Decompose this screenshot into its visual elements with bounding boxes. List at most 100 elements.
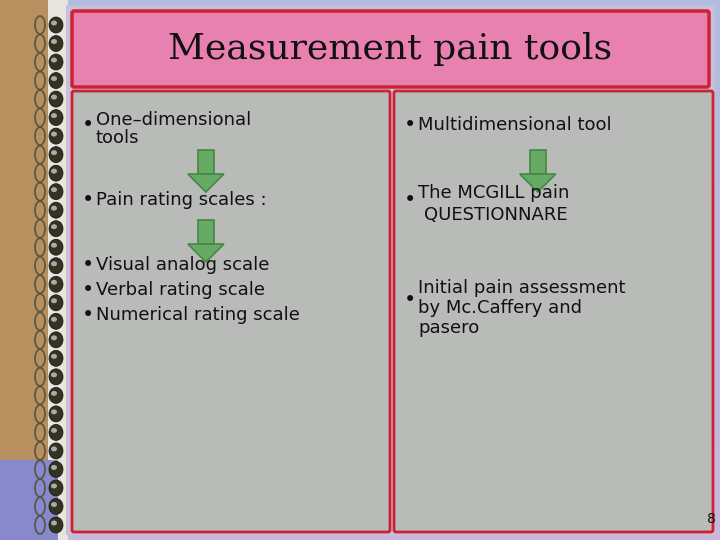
Ellipse shape [49, 424, 63, 441]
Ellipse shape [51, 280, 57, 285]
Polygon shape [188, 174, 224, 192]
Bar [0, 460, 58, 540]
Ellipse shape [51, 502, 57, 507]
Ellipse shape [49, 239, 63, 255]
Ellipse shape [51, 465, 57, 470]
Text: QUESTIONNARE: QUESTIONNARE [424, 206, 567, 224]
Bar [198, 220, 214, 244]
Bar [0, 287, 720, 306]
Bar [0, 413, 720, 432]
Text: •: • [82, 280, 94, 300]
Ellipse shape [49, 498, 63, 515]
Text: •: • [82, 115, 94, 135]
Polygon shape [188, 244, 224, 262]
Ellipse shape [49, 443, 63, 459]
Ellipse shape [49, 295, 63, 311]
Bar [198, 150, 214, 174]
Ellipse shape [51, 521, 57, 525]
Ellipse shape [51, 317, 57, 322]
Text: •: • [404, 190, 416, 210]
Bar [0, 377, 720, 396]
Ellipse shape [51, 428, 57, 433]
Ellipse shape [49, 350, 63, 366]
Ellipse shape [49, 165, 63, 181]
Ellipse shape [51, 261, 57, 266]
Ellipse shape [49, 147, 63, 163]
Text: Numerical rating scale: Numerical rating scale [96, 306, 300, 324]
Ellipse shape [49, 462, 63, 477]
Bar [0, 71, 720, 90]
Bar [0, 251, 720, 270]
Bar [0, 179, 720, 198]
Bar [0, 269, 720, 288]
Bar [0, 485, 720, 504]
Ellipse shape [51, 335, 57, 340]
Ellipse shape [51, 187, 57, 192]
Ellipse shape [49, 91, 63, 107]
Text: by Mc.Caffery and: by Mc.Caffery and [418, 299, 582, 317]
Ellipse shape [51, 94, 57, 99]
Bar [48, 0, 68, 540]
Bar [0, 341, 720, 360]
Ellipse shape [49, 258, 63, 274]
FancyBboxPatch shape [394, 91, 713, 532]
Bar [0, 0, 48, 540]
Bar [530, 150, 546, 174]
Ellipse shape [51, 409, 57, 414]
Ellipse shape [51, 242, 57, 248]
Ellipse shape [51, 58, 57, 63]
Ellipse shape [49, 184, 63, 200]
Ellipse shape [51, 298, 57, 303]
Ellipse shape [49, 332, 63, 348]
Ellipse shape [49, 128, 63, 144]
Bar [0, 467, 720, 486]
Ellipse shape [49, 406, 63, 422]
Bar [0, 197, 720, 216]
Bar [0, 449, 720, 468]
Ellipse shape [49, 17, 63, 33]
Text: tools: tools [96, 129, 140, 147]
Bar [0, 53, 720, 72]
Polygon shape [520, 174, 556, 192]
Bar [0, 359, 720, 378]
Bar [0, 323, 720, 342]
Ellipse shape [51, 150, 57, 155]
Bar [0, 503, 720, 522]
Ellipse shape [49, 110, 63, 126]
Text: Multidimensional tool: Multidimensional tool [418, 116, 611, 134]
Ellipse shape [51, 224, 57, 229]
Ellipse shape [51, 168, 57, 174]
Bar [0, 143, 720, 162]
Bar [0, 161, 720, 180]
Bar [0, 521, 720, 540]
Bar [0, 107, 720, 126]
Bar [0, 17, 720, 36]
Ellipse shape [49, 54, 63, 70]
Bar [0, 431, 720, 450]
Ellipse shape [51, 39, 57, 44]
Text: •: • [404, 115, 416, 135]
Ellipse shape [49, 276, 63, 292]
Ellipse shape [51, 483, 57, 489]
Ellipse shape [51, 447, 57, 451]
Text: •: • [82, 255, 94, 275]
Text: •: • [404, 290, 416, 310]
Ellipse shape [49, 221, 63, 237]
Bar [0, 395, 720, 414]
Ellipse shape [51, 113, 57, 118]
Ellipse shape [51, 132, 57, 137]
Ellipse shape [49, 517, 63, 533]
Ellipse shape [49, 202, 63, 218]
Bar [0, 89, 720, 108]
Text: The MCGILL pain: The MCGILL pain [418, 184, 570, 202]
Bar [0, 35, 720, 54]
Ellipse shape [49, 387, 63, 403]
Text: Measurement pain tools: Measurement pain tools [168, 32, 613, 66]
Text: •: • [82, 190, 94, 210]
Text: 8: 8 [707, 512, 716, 526]
Text: Initial pain assessment: Initial pain assessment [418, 279, 626, 297]
Bar [0, 0, 720, 18]
Ellipse shape [49, 480, 63, 496]
Ellipse shape [51, 373, 57, 377]
Ellipse shape [49, 36, 63, 51]
